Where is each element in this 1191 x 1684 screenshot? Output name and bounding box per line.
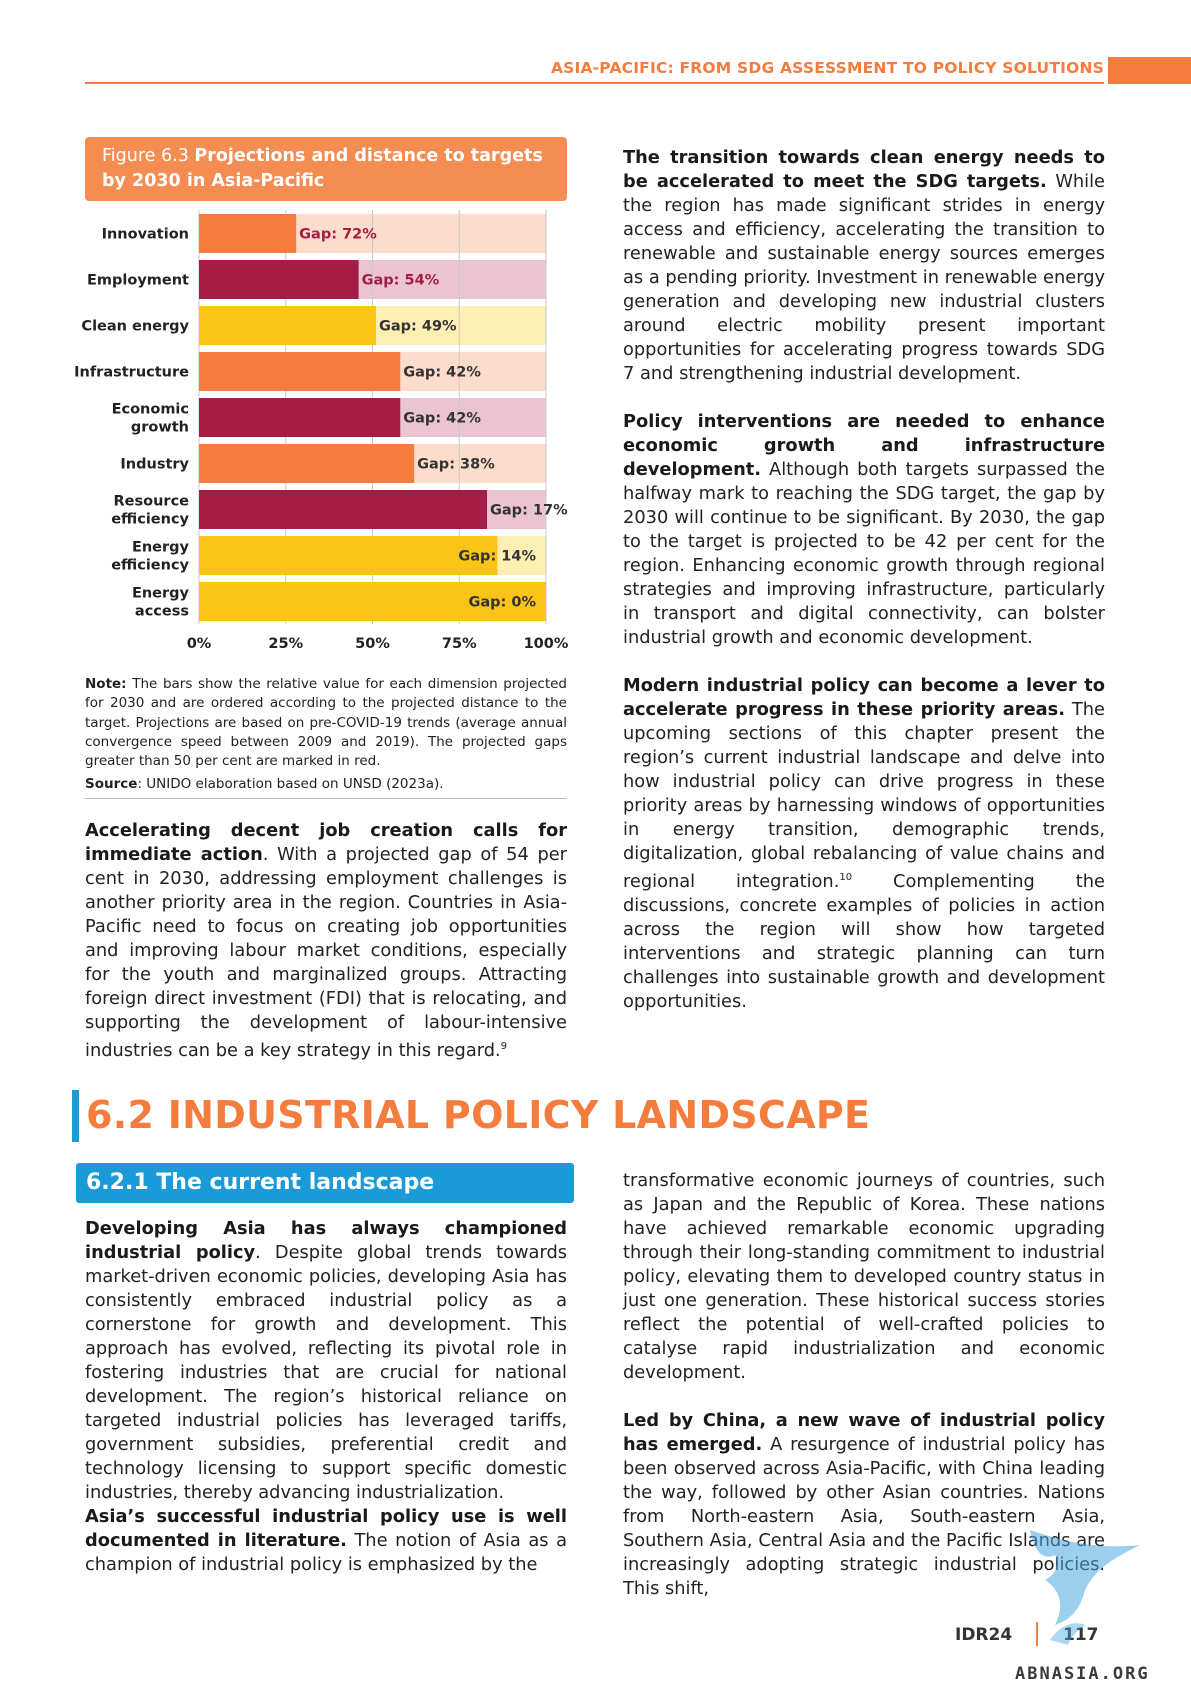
figure-source: Source: UNIDO elaboration based on UNSD …: [85, 776, 567, 792]
watermark-text: ABNASIA.ORG: [1015, 1664, 1150, 1684]
paragraph-modern: Modern industrial policy can become a le…: [623, 674, 1105, 1014]
bar: [199, 214, 297, 253]
figure-note: Note: The bars show the relative value f…: [85, 675, 567, 771]
figure-caption: Figure 6.3 Projections and distance to t…: [85, 137, 567, 201]
bar-track: [199, 352, 546, 391]
paragraph-text: The notion of Asia as a champion of indu…: [85, 1530, 567, 1575]
category-label: growth: [131, 420, 189, 436]
category-label: Innovation: [102, 227, 189, 243]
category-label: Economic: [112, 402, 189, 418]
gap-label: Gap: 14%: [458, 549, 536, 565]
bar: [199, 260, 359, 299]
category-label: efficiency: [111, 512, 189, 528]
paragraph-text: While the region has made significant st…: [623, 171, 1105, 384]
bar-track: [199, 214, 546, 253]
paragraph-lead: Asia’s successful industrial policy use …: [85, 1506, 567, 1551]
footer-report-label: IDR24: [955, 1625, 1013, 1645]
paragraph-lead: Modern industrial policy can become a le…: [623, 675, 1105, 720]
paragraph-policy: Policy interventions are needed to enhan…: [623, 410, 1105, 650]
bar-track: [199, 444, 546, 483]
gap-label: Gap: 38%: [417, 457, 495, 473]
bar-track: [199, 398, 546, 437]
bar-track: [199, 582, 546, 621]
category-label: Clean energy: [81, 319, 189, 335]
x-tick-label: 75%: [442, 636, 477, 652]
gap-label: Gap: 0%: [468, 595, 536, 611]
header-rule: [85, 82, 1104, 84]
gap-label: Gap: 42%: [403, 365, 481, 381]
gap-label: Gap: 49%: [379, 319, 457, 335]
paragraph-lead: Developing Asia has always championed in…: [85, 1218, 567, 1263]
note-text: The bars show the relative value for eac…: [85, 676, 567, 770]
bar: [199, 352, 401, 391]
section-accent-bar: [72, 1090, 79, 1142]
source-label: Source: [85, 776, 138, 792]
paragraph-developing: Developing Asia has always championed in…: [85, 1217, 567, 1505]
x-tick-label: 50%: [355, 636, 390, 652]
header-accent-block: [1108, 57, 1191, 84]
gap-label: Gap: 17%: [490, 503, 568, 519]
footnote-ref[interactable]: 10: [839, 872, 853, 883]
paragraph-text: Although both targets surpassed the half…: [623, 459, 1105, 648]
page-number: 117: [1063, 1625, 1099, 1645]
paragraph-transformative: transformative economic journeys of coun…: [623, 1169, 1105, 1385]
section-title: 6.2 INDUSTRIAL POLICY LANDSCAPE: [86, 1093, 871, 1137]
figure-label: Figure 6.3: [102, 146, 189, 166]
bar: [199, 490, 488, 529]
figure-title: Projections and distance to targets by 2…: [102, 146, 543, 191]
paragraph-lead: Accelerating decent job creation calls f…: [85, 820, 567, 865]
paragraph-text: . Despite global trends towards market-d…: [85, 1242, 567, 1503]
running-header: ASIA-PACIFIC: FROM SDG ASSESSMENT TO POL…: [550, 59, 1104, 77]
category-label: efficiency: [111, 558, 189, 574]
source-divider: [85, 798, 567, 799]
gap-label: Gap: 72%: [299, 227, 377, 243]
gap-label: Gap: 54%: [362, 273, 440, 289]
paragraph-text-continued: Complementing the discussions, concrete …: [623, 870, 1105, 1012]
paragraph-lead: The transition towards clean energy need…: [623, 147, 1105, 192]
bar: [199, 444, 415, 483]
bar: [199, 582, 546, 621]
category-label: access: [135, 604, 189, 620]
paragraph-text: A resurgence of industrial policy has be…: [623, 1434, 1105, 1599]
paragraph-jobs: Accelerating decent job creation calls f…: [85, 819, 567, 1063]
bar-track: [199, 490, 546, 529]
paragraph-successful: Asia’s successful industrial policy use …: [85, 1505, 567, 1577]
bird-watermark-icon: [1030, 1530, 1140, 1645]
category-label: Industry: [120, 457, 189, 473]
bar-track: [199, 306, 546, 345]
x-tick-label: 100%: [524, 636, 569, 652]
note-label: Note:: [85, 676, 127, 692]
paragraph-china: Led by China, a new wave of industrial p…: [623, 1409, 1105, 1601]
paragraph-lead: Led by China, a new wave of industrial p…: [623, 1410, 1105, 1455]
paragraph-text: transformative economic journeys of coun…: [623, 1170, 1105, 1383]
footer-divider: [1036, 1622, 1038, 1646]
category-label: Resource: [114, 494, 190, 510]
x-tick-label: 25%: [268, 636, 303, 652]
paragraph-lead: Policy interventions are needed to enhan…: [623, 411, 1105, 480]
bar: [199, 536, 498, 575]
bar: [199, 306, 376, 345]
category-label: Energy: [132, 540, 190, 556]
bar-track: [199, 536, 546, 575]
bar-track: [199, 260, 546, 299]
category-label: Employment: [87, 273, 189, 289]
footnote-ref[interactable]: 9: [500, 1041, 508, 1052]
category-label: Energy: [132, 586, 190, 602]
gap-label: Gap: 42%: [403, 411, 481, 427]
source-text: : UNIDO elaboration based on UNSD (2023a…: [137, 776, 444, 792]
paragraph-text: . With a projected gap of 54 per cent in…: [85, 844, 567, 1061]
paragraph-text: The upcoming sections of this chapter pr…: [623, 699, 1105, 892]
category-label: Infrastructure: [74, 365, 189, 381]
x-tick-label: 0%: [187, 636, 212, 652]
bar: [199, 398, 401, 437]
subsection-title: 6.2.1 The current landscape: [76, 1163, 574, 1203]
paragraph-energy: The transition towards clean energy need…: [623, 146, 1105, 386]
